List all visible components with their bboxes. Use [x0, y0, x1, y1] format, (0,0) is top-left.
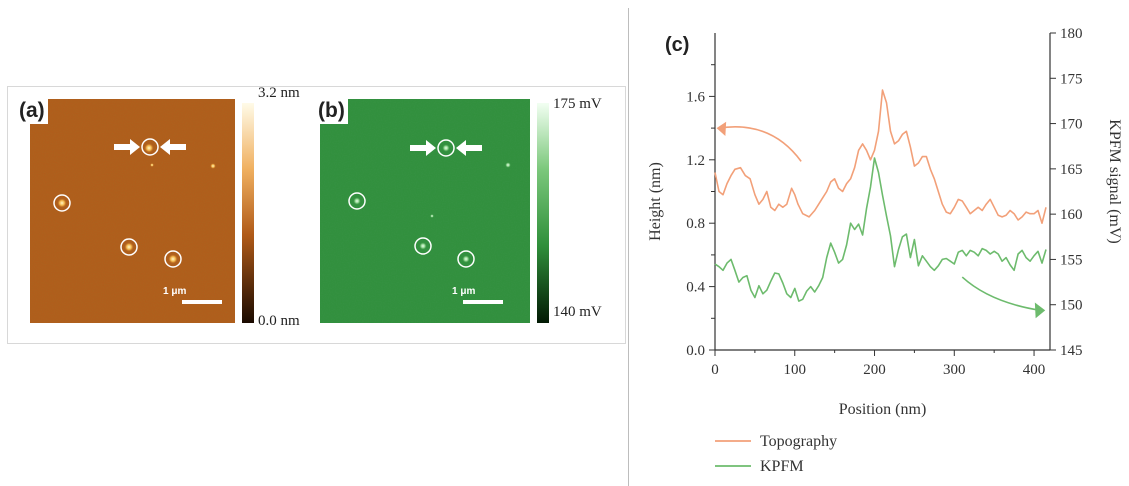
colorbar-min-label: 0.0 nm [258, 313, 300, 329]
colorbar-min-label: 140 mV [553, 304, 602, 320]
y-right-tick-label: 150 [1060, 298, 1083, 314]
y-left-axis-title: Height (nm) [647, 162, 664, 241]
kpfm-image [320, 99, 530, 323]
x-tick-label: 400 [1023, 362, 1046, 378]
x-axis-title: Position (nm) [839, 401, 927, 418]
y-right-tick-label: 160 [1060, 207, 1083, 223]
kpfm-colorbar [537, 103, 549, 323]
x-tick-label: 100 [784, 362, 807, 378]
y-right-tick-label: 165 [1060, 162, 1083, 178]
y-right-tick-label: 175 [1060, 71, 1083, 87]
afm-colorbar [242, 103, 254, 323]
y-right-tick-label: 170 [1060, 117, 1083, 133]
legend-label: Topography [760, 433, 837, 450]
scale-bar [463, 300, 503, 304]
y-left-tick-label: 1.2 [686, 153, 705, 169]
y-right-tick-label: 180 [1060, 26, 1083, 42]
scale-bar [182, 300, 222, 304]
y-right-tick-label: 155 [1060, 252, 1083, 268]
series-line-kpfm [714, 157, 1047, 302]
x-tick-label: 300 [943, 362, 966, 378]
y-left-tick-label: 0.0 [686, 343, 705, 359]
arrowhead-icon [1034, 302, 1046, 319]
panel-c-label: (c) [665, 34, 689, 56]
afm-topography-image [30, 99, 235, 323]
y-left-tick-label: 0.4 [686, 280, 705, 296]
y-right-axis-title: KPFM signal (mV) [1106, 119, 1123, 243]
particle-circles [348, 139, 475, 268]
axis-pointer-arrow [961, 276, 1041, 312]
figure-divider [628, 8, 629, 486]
y-right-tick-label: 145 [1060, 343, 1083, 359]
legend-label: KPFM [760, 458, 804, 475]
axis-pointer-arrow [718, 126, 802, 162]
panel-b-label: (b) [315, 98, 348, 124]
arrowhead-icon [716, 121, 727, 137]
particle-circles [53, 138, 182, 268]
colorbar-max-label: 175 mV [553, 96, 602, 112]
arrow-icon-pair [114, 139, 186, 155]
colorbar-max-label: 3.2 nm [258, 85, 300, 101]
y-left-tick-label: 0.8 [686, 216, 705, 232]
x-tick-label: 0 [711, 362, 719, 378]
scale-bar-label: 1 μm [452, 286, 476, 297]
arrow-icon-pair [410, 140, 482, 156]
scale-bar-label: 1 μm [163, 286, 187, 297]
kpfm-particles [353, 144, 511, 263]
x-tick-label: 200 [863, 362, 886, 378]
afm-particles [57, 143, 216, 264]
y-left-tick-label: 1.6 [686, 89, 705, 105]
panel-a-label: (a) [16, 98, 48, 124]
series-line-topography [714, 89, 1047, 224]
